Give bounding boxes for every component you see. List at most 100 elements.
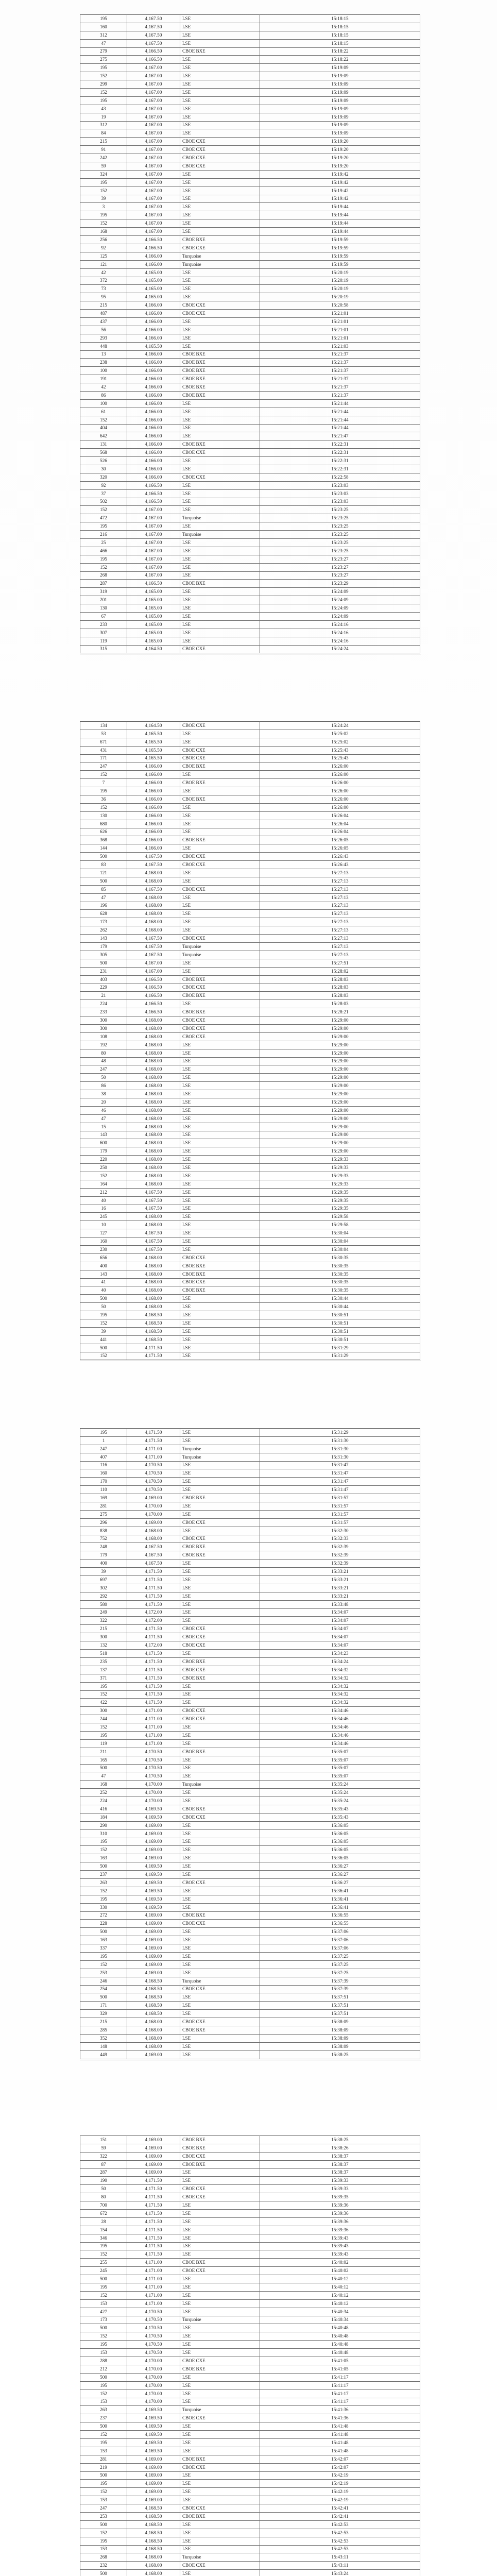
cell-price: 4,165.00 xyxy=(127,587,180,597)
cell-time: 15:37:25 xyxy=(260,1960,420,1969)
table-row: 500 4,169.50 LSE 15:41:48 xyxy=(80,2422,420,2431)
cell-volume: 7 xyxy=(80,778,127,788)
cell-venue: LSE xyxy=(180,80,260,89)
cell-time: 15:42:07 xyxy=(260,2454,420,2464)
cell-venue: LSE xyxy=(180,2283,260,2292)
cell-venue: CBOE CXE xyxy=(180,645,260,654)
cell-venue: CBOE CXE xyxy=(180,2266,260,2276)
table-row: 324 4,167.00 LSE 15:19:42 xyxy=(80,170,420,179)
cell-volume: 224 xyxy=(80,1797,127,1805)
cell-time: 15:40:34 xyxy=(260,2307,420,2316)
cell-venue: LSE xyxy=(180,227,260,236)
cell-time: 15:42:53 xyxy=(260,2545,420,2554)
cell-price: 4,168.50 xyxy=(127,2520,180,2529)
cell-venue: LSE xyxy=(180,819,260,828)
cell-price: 4,167.00 xyxy=(127,178,180,187)
cell-volume: 125 xyxy=(80,251,127,261)
cell-time: 15:36:27 xyxy=(260,1878,420,1887)
cell-venue: LSE xyxy=(180,2233,260,2243)
cell-price: 4,171.50 xyxy=(127,2184,180,2194)
cell-venue: LSE xyxy=(180,636,260,646)
cell-volume: 152 xyxy=(80,186,127,195)
cell-venue: LSE xyxy=(180,1698,260,1707)
cell-time: 15:31:30 xyxy=(260,1436,420,1445)
cell-venue: CBOE CXE xyxy=(180,2357,260,2365)
cell-time: 15:29:00 xyxy=(260,1114,420,1123)
cell-time: 15:19:09 xyxy=(260,129,420,138)
table-row: 42 4,165.00 LSE 15:20:19 xyxy=(80,268,420,277)
cell-time: 15:28:03 xyxy=(260,983,420,992)
table-row: 195 4,166.00 LSE 15:26:00 xyxy=(80,787,420,796)
cell-venue: LSE xyxy=(180,587,260,597)
cell-price: 4,170.00 xyxy=(127,1797,180,1805)
cell-venue: LSE xyxy=(180,1502,260,1511)
table-row: 192 4,168.00 LSE 15:29:00 xyxy=(80,1040,420,1049)
cell-time: 15:40:34 xyxy=(260,2315,420,2325)
cell-time: 15:23:27 xyxy=(260,554,420,564)
cell-time: 15:31:47 xyxy=(260,1485,420,1495)
cell-volume: 254 xyxy=(80,1985,127,1994)
table-row: 672 4,171.50 LSE 15:39:36 xyxy=(80,2209,420,2218)
cell-volume: 191 xyxy=(80,375,127,384)
cell-time: 15:30:35 xyxy=(260,1269,420,1279)
cell-volume: 300 xyxy=(80,1633,127,1642)
cell-price: 4,171.50 xyxy=(127,1583,180,1592)
cell-price: 4,167.00 xyxy=(127,227,180,236)
cell-price: 4,166.00 xyxy=(127,803,180,812)
cell-time: 15:39:36 xyxy=(260,2217,420,2226)
table-row: 287 4,166.50 CBOE BXE 15:23:29 xyxy=(80,579,420,588)
table-row: 500 4,169.00 LSE 15:37:06 xyxy=(80,1927,420,1937)
cell-volume: 249 xyxy=(80,1608,127,1617)
table-row: 281 4,169.00 CBOE BXE 15:42:07 xyxy=(80,2454,420,2464)
table-row: 371 4,171.50 CBOE BXE 15:34:32 xyxy=(80,1673,420,1683)
cell-time: 15:41:05 xyxy=(260,2364,420,2374)
cell-price: 4,169.00 xyxy=(127,2463,180,2472)
trades-table: 195 4,171.50 LSE 15:31:29 1 4,171.50 LSE 15:31:… xyxy=(80,1428,420,2059)
cell-venue: CBOE CXE xyxy=(180,754,260,763)
cell-time: 15:36:55 xyxy=(260,1919,420,1928)
table-row: 152 4,169.00 LSE 15:36:05 xyxy=(80,1845,420,1855)
cell-price: 4,166.00 xyxy=(127,383,180,392)
cell-time: 15:19:20 xyxy=(260,145,420,155)
cell-venue: CBOE BXE xyxy=(180,975,260,984)
cell-volume: 233 xyxy=(80,1008,127,1017)
cell-volume: 427 xyxy=(80,2307,127,2316)
cell-volume: 195 xyxy=(80,1894,127,1904)
cell-volume: 195 xyxy=(80,2536,127,2546)
cell-volume: 152 xyxy=(80,1845,127,1855)
cell-price: 4,166.50 xyxy=(127,243,180,252)
cell-time: 15:35:07 xyxy=(260,1772,420,1781)
cell-price: 4,168.00 xyxy=(127,1122,180,1131)
cell-price: 4,167.00 xyxy=(127,80,180,89)
table-row: 404 4,166.00 LSE 15:21:44 xyxy=(80,423,420,433)
cell-price: 4,168.50 xyxy=(127,1327,180,1336)
table-row: 119 4,165.00 LSE 15:24:16 xyxy=(80,636,420,646)
cell-volume: 263 xyxy=(80,2405,127,2415)
trades-table: 151 4,169.00 CBOE BXE 15:38:25 59 4,169.00 CBO… xyxy=(80,2136,420,2576)
cell-venue: LSE xyxy=(180,325,260,334)
cell-venue: LSE xyxy=(180,1335,260,1344)
cell-venue: LSE xyxy=(180,1968,260,1977)
cell-price: 4,167.00 xyxy=(127,546,180,555)
cell-time: 15:38:09 xyxy=(260,2033,420,2043)
cell-venue: CBOE CXE xyxy=(180,860,260,870)
cell-venue: LSE xyxy=(180,1903,260,1912)
cell-venue: CBOE BXE xyxy=(180,778,260,788)
cell-time: 15:19:09 xyxy=(260,112,420,122)
cell-venue: LSE xyxy=(180,342,260,351)
cell-time: 15:34:46 xyxy=(260,1731,420,1740)
cell-venue: CBOE BXE xyxy=(180,366,260,376)
cell-price: 4,166.50 xyxy=(127,235,180,244)
cell-time: 15:19:59 xyxy=(260,235,420,244)
cell-volume: 290 xyxy=(80,1821,127,1830)
table-row: 195 4,168.50 LSE 15:42:53 xyxy=(80,2536,420,2546)
cell-venue: LSE xyxy=(180,1772,260,1781)
cell-venue: LSE xyxy=(180,2307,260,2316)
table-row: 152 4,169.00 LSE 15:37:25 xyxy=(80,1960,420,1969)
table-row: 39 4,171.50 LSE 15:33:21 xyxy=(80,1567,420,1577)
cell-price: 4,165.00 xyxy=(127,620,180,629)
cell-time: 15:28:21 xyxy=(260,1008,420,1017)
cell-venue: CBOE CXE xyxy=(180,2463,260,2472)
trades-table: 134 4,164.50 CBOE CXE 15:24:24 53 4,165.50 LSE… xyxy=(80,721,420,1361)
cell-volume: 40 xyxy=(80,1286,127,1295)
